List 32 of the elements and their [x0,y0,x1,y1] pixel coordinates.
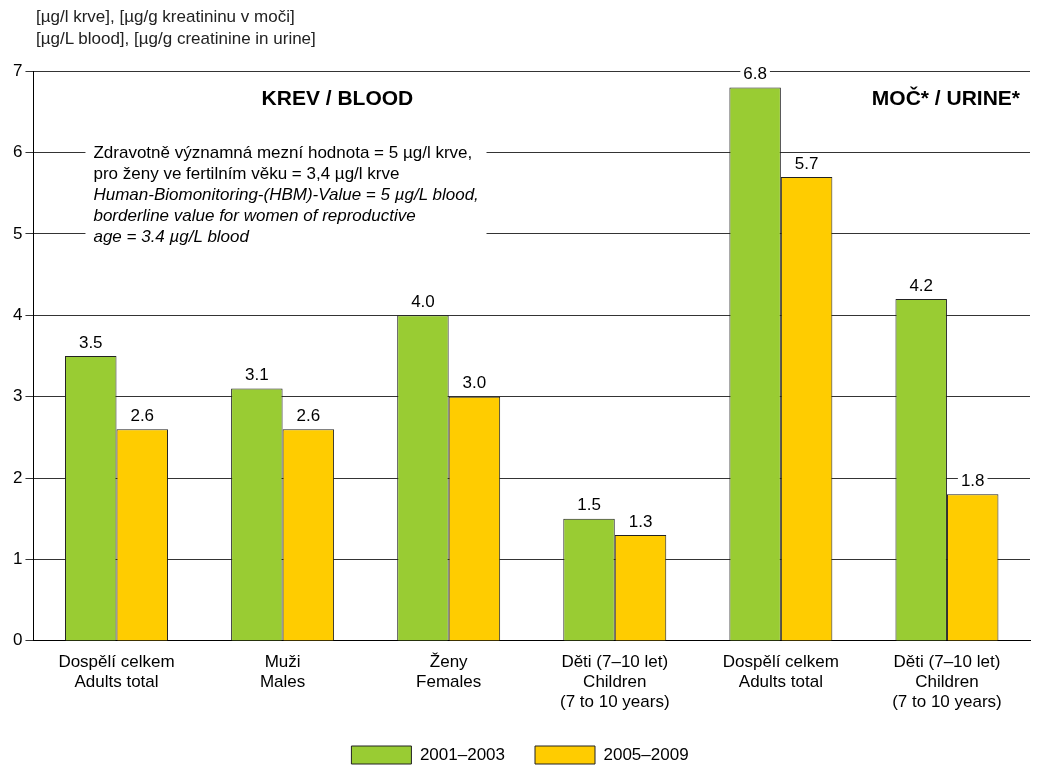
y-tick-label: 3 [12,386,23,406]
x-tick-label: Muži Males [259,651,306,692]
data-label: 1.5 [577,495,601,515]
y-tick-label: 2 [12,467,23,487]
data-label: 3.5 [78,332,103,352]
data-label: 2.6 [130,405,155,425]
x-tick-label: Dospělí celkem Adults total [58,651,175,692]
data-label: 5.7 [794,153,819,173]
data-label: 4.2 [909,275,934,295]
data-label: 4.0 [411,292,435,311]
data-label: 6.8 [743,64,767,84]
annotation: Zdravotně významná mezní hodnota = 5 µg/l krve, pro ženy ve fertilním věku = 3,4 µg/l krve Human-Biomonitoring-(HBM)-Value = 5 µg/L blood, borderline value for women of reproductive age = 3.4 µg/L blood [93,142,479,246]
data-label: 1.3 [628,511,653,531]
y-tick-label: 1 [12,549,23,569]
y-tick-label: 7 [12,60,23,80]
legend-label: 2001–2003 [419,744,505,764]
data-label: 1.8 [960,471,985,491]
annotation: KREV / BLOOD [261,86,414,109]
x-tick-label: Děti (7–10 let) Children (7 to 10 years) [559,651,670,712]
data-label: 3.1 [245,365,269,385]
x-tick-label: Ženy Females [416,651,482,692]
y-axis-title: [µg/l krve], [µg/g kreatininu v moči] [µg/L blood], [µg/g creatinine in urine] [36,6,316,50]
data-label: 2.6 [296,405,321,425]
legend-label: 2005–2009 [603,744,689,764]
y-tick-label: 4 [12,305,23,324]
annotation: MOČ* / URINE* [871,86,1021,109]
y-tick-label: 5 [12,223,23,243]
y-tick-label: 0 [12,630,23,650]
y-tick-label: 6 [12,142,23,162]
x-tick-label: Děti (7–10 let) Children (7 to 10 years) [892,651,1002,712]
data-label: 3.0 [462,373,487,393]
x-tick-label: Dospělí celkem Adults total [722,651,839,692]
